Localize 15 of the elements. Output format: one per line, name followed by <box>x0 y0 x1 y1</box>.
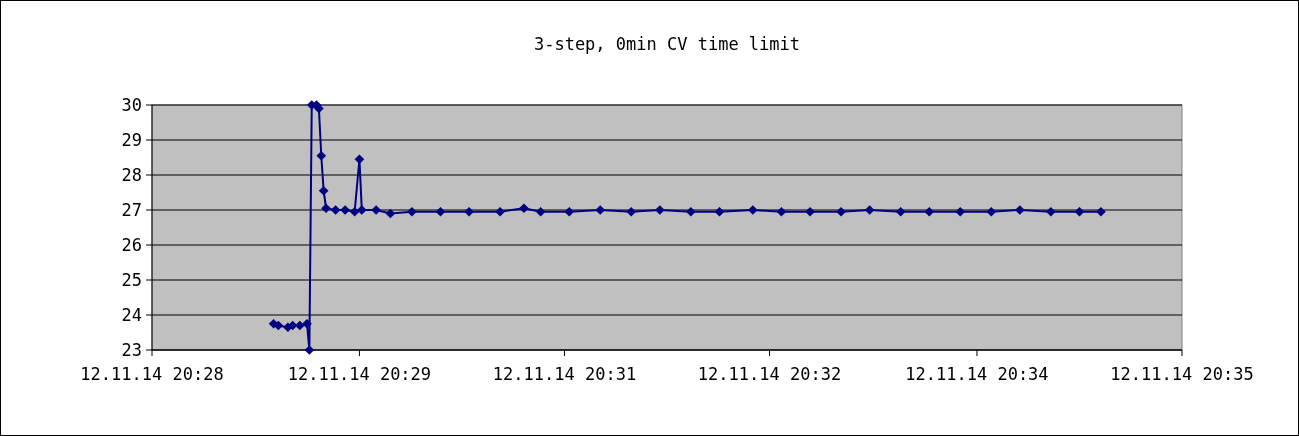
y-tick-label: 24 <box>121 304 142 325</box>
y-tick-label: 30 <box>121 94 142 115</box>
x-tick-label: 12.11.14 20:28 <box>80 364 224 384</box>
x-tick-label: 12.11.14 20:34 <box>905 364 1049 384</box>
x-tick-label: 12.11.14 20:35 <box>1110 364 1254 384</box>
chart-title: 3-step, 0min CV time limit <box>533 34 801 54</box>
y-tick-label: 25 <box>121 269 142 290</box>
x-tick-label: 12.11.14 20:32 <box>697 364 842 384</box>
x-tick-label: 12.11.14 20:29 <box>287 364 432 384</box>
y-tick-label: 27 <box>121 199 142 220</box>
y-tick-label: 29 <box>121 129 142 150</box>
y-tick-label: 26 <box>121 234 142 255</box>
y-tick-label: 28 <box>121 164 142 185</box>
y-tick-label: 23 <box>121 339 142 360</box>
x-tick-label: 12.11.14 20:31 <box>492 364 637 384</box>
